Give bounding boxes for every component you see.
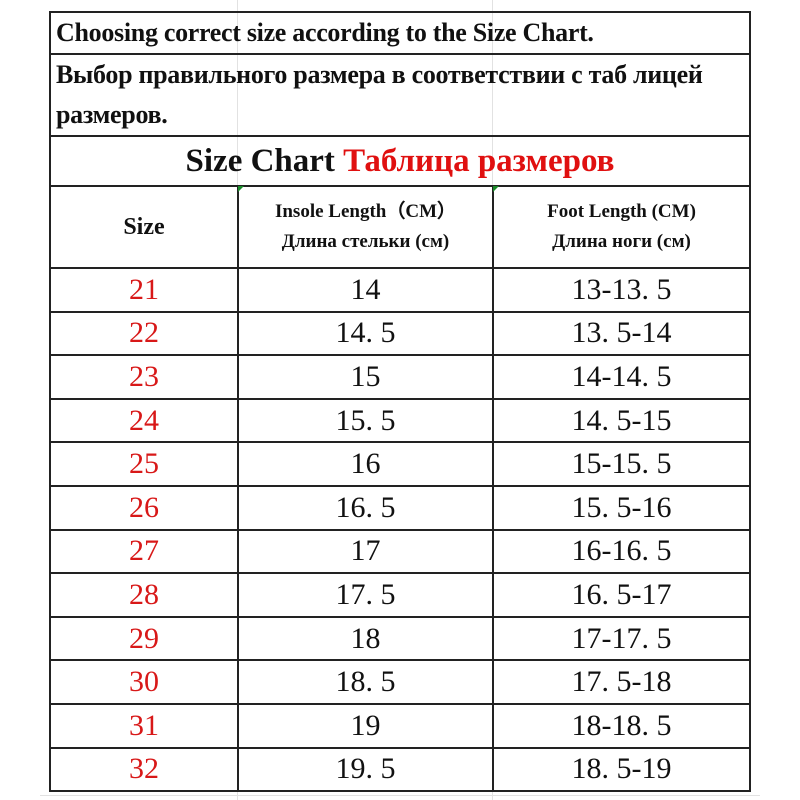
table-row: 26 16. 5 15. 5-16 (49, 484, 751, 531)
cell-foot: 17-17. 5 (492, 615, 751, 662)
cell-size: 22 (49, 310, 239, 357)
header-size: Size (49, 185, 239, 269)
cell-insole: 17. 5 (237, 572, 494, 618)
cell-foot: 13-13. 5 (492, 267, 751, 313)
cell-insole: 15 (237, 354, 494, 400)
cell-foot: 14-14. 5 (492, 354, 751, 400)
cell-insole: 18 (237, 615, 494, 662)
header-insole-en: Insole Length（CM） (274, 201, 457, 222)
cell-foot: 18-18. 5 (492, 702, 751, 749)
table-row: 31 19 18-18. 5 (49, 702, 751, 749)
cell-size: 29 (49, 615, 239, 662)
header-insole-ru: Длина стельки (см) (281, 231, 450, 252)
cell-size: 30 (49, 659, 239, 705)
table-row: 29 18 17-17. 5 (49, 615, 751, 662)
cell-size: 25 (49, 441, 239, 487)
table-row: 23 15 14-14. 5 (49, 354, 751, 400)
table-row: 27 17 16-16. 5 (49, 528, 751, 575)
table-row: 22 14. 5 13. 5-14 (49, 310, 751, 357)
cell-size: 26 (49, 484, 239, 531)
cell-comment-marker (238, 186, 244, 192)
cell-size: 24 (49, 397, 239, 444)
table-row: 24 15. 5 14. 5-15 (49, 397, 751, 444)
cell-size: 27 (49, 528, 239, 575)
table-row: 30 18. 5 17. 5-18 (49, 659, 751, 705)
cell-insole: 14 (237, 267, 494, 313)
sheet-gridline (40, 795, 760, 796)
header-foot-en: Foot Length (CM) (547, 201, 696, 222)
size-chart-table: Choosing correct size according to the S… (49, 11, 751, 793)
cell-foot: 16-16. 5 (492, 528, 751, 575)
cell-size: 21 (49, 267, 239, 313)
cell-insole: 17 (237, 528, 494, 575)
title-english: Size Chart (185, 143, 335, 179)
cell-insole: 15. 5 (237, 397, 494, 444)
cell-size: 23 (49, 354, 239, 400)
header-foot-ru: Длина ноги (см) (552, 231, 691, 252)
table-row: 25 16 15-15. 5 (49, 441, 751, 487)
cell-foot: 13. 5-14 (492, 310, 751, 357)
title-russian: Таблица размеров (343, 143, 615, 179)
cell-insole: 19 (237, 702, 494, 749)
cell-insole: 16. 5 (237, 484, 494, 531)
table-row: 28 17. 5 16. 5-17 (49, 572, 751, 618)
cell-size: 32 (49, 746, 239, 793)
cell-size: 28 (49, 572, 239, 618)
cell-foot: 18. 5-19 (492, 746, 751, 793)
header-insole: Insole Length（CM） Длина стельки (см) (237, 185, 494, 269)
cell-size: 31 (49, 702, 239, 749)
cell-insole: 16 (237, 441, 494, 487)
table-row: 21 14 13-13. 5 (49, 267, 751, 313)
cell-foot: 17. 5-18 (492, 659, 751, 705)
intro-russian: Выбор правильного размера в соответствии… (49, 53, 751, 137)
cell-foot: 15. 5-16 (492, 484, 751, 531)
cell-foot: 15-15. 5 (492, 441, 751, 487)
header-foot: Foot Length (CM) Длина ноги (см) (492, 185, 751, 269)
cell-foot: 14. 5-15 (492, 397, 751, 444)
cell-insole: 19. 5 (237, 746, 494, 793)
chart-title: Size Chart Таблица размеров (49, 135, 751, 187)
cell-insole: 18. 5 (237, 659, 494, 705)
cell-foot: 16. 5-17 (492, 572, 751, 618)
cell-comment-marker (493, 186, 499, 192)
intro-english: Choosing correct size according to the S… (49, 11, 751, 55)
table-row: 32 19. 5 18. 5-19 (49, 746, 751, 793)
cell-insole: 14. 5 (237, 310, 494, 357)
